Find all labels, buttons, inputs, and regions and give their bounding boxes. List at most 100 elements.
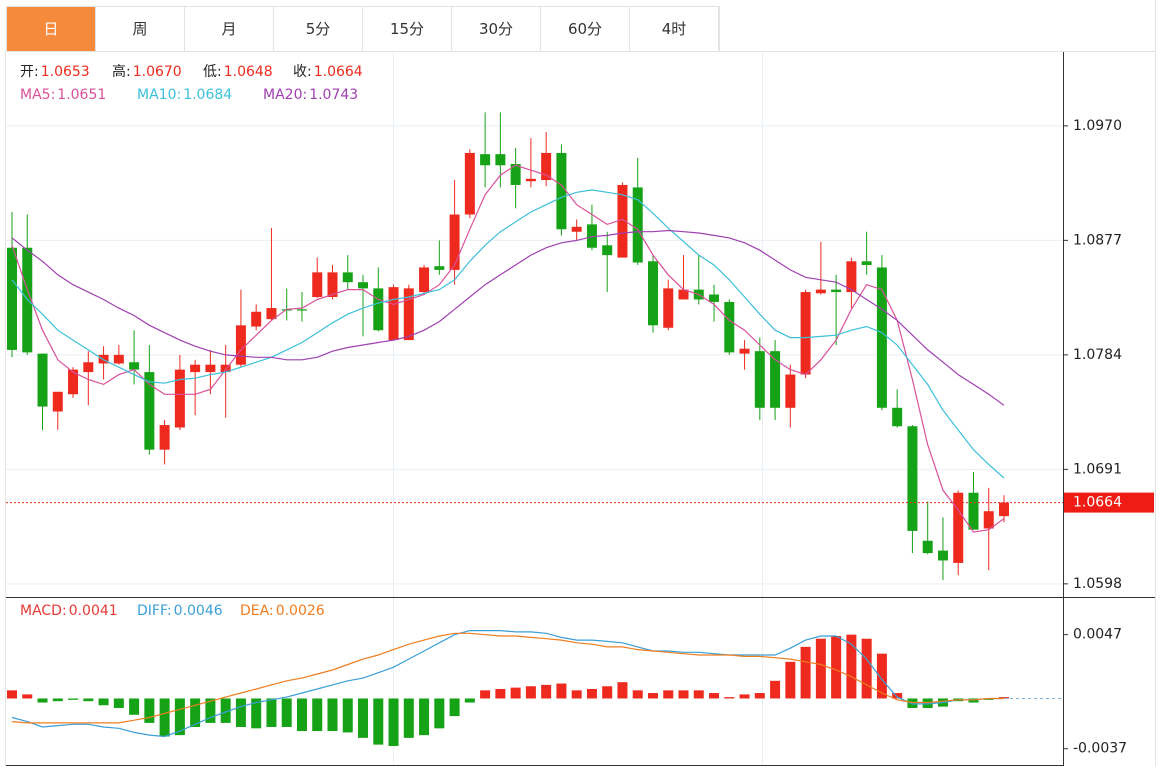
candle-body bbox=[800, 292, 811, 375]
macd-bar bbox=[754, 693, 765, 699]
macd-bar bbox=[678, 690, 689, 699]
macd-bar bbox=[235, 698, 246, 727]
macd-bar bbox=[68, 698, 79, 700]
macd-bar bbox=[205, 698, 216, 723]
macd-bar bbox=[999, 697, 1009, 699]
legend-value: 0.0026 bbox=[276, 603, 325, 619]
legend-name: 低: bbox=[203, 64, 222, 80]
period-tab[interactable]: 4时 bbox=[630, 7, 719, 51]
macd-bar bbox=[525, 686, 536, 699]
macd-bar bbox=[296, 698, 307, 732]
macd-bar bbox=[785, 661, 796, 699]
period-tabs: 日周月 5分 15分 30分 60分 4时 bbox=[6, 6, 720, 51]
macd-bar bbox=[83, 698, 94, 702]
indicator-line bbox=[11, 229, 1005, 406]
legend-value: 1.0648 bbox=[224, 64, 273, 80]
macd-panel bbox=[7, 630, 1063, 746]
candle-body bbox=[937, 550, 948, 561]
macd-bar bbox=[968, 698, 979, 703]
candle-body bbox=[602, 245, 613, 256]
candle-body bbox=[785, 374, 796, 408]
period-tab[interactable]: 30分 bbox=[452, 7, 541, 51]
macd-bar bbox=[480, 690, 491, 699]
candle-body bbox=[296, 309, 307, 311]
grid: 0.0047 -0.0037 bbox=[1063, 627, 1127, 757]
candle-body bbox=[968, 492, 979, 530]
macd-bar bbox=[7, 690, 17, 699]
candle-body bbox=[525, 178, 536, 182]
legend-name: DIFF: bbox=[137, 603, 172, 619]
legend-entry: DIFF: 0.0046 bbox=[137, 603, 223, 619]
macd-bar bbox=[495, 688, 506, 699]
macd-bar bbox=[709, 693, 720, 699]
period-tab[interactable]: 5分 bbox=[274, 7, 363, 51]
legend-entry: DEA: 0.0026 bbox=[240, 603, 325, 619]
last-price-label: 1.0664 bbox=[1073, 495, 1122, 511]
indicator-line bbox=[11, 189, 1005, 479]
macd-bar bbox=[312, 698, 323, 732]
candle-body bbox=[266, 308, 277, 320]
macd-bar bbox=[144, 698, 155, 723]
candle-body bbox=[312, 272, 323, 297]
macd-bar bbox=[464, 698, 475, 703]
candle-body bbox=[739, 348, 750, 354]
legend-value: 0.0046 bbox=[174, 603, 223, 619]
candle-body bbox=[907, 426, 918, 531]
candle-body bbox=[892, 407, 903, 427]
candle-body bbox=[403, 288, 414, 341]
legend-entry: 低: 1.0648 bbox=[203, 64, 273, 80]
candle-body bbox=[373, 288, 384, 331]
candle-body bbox=[129, 362, 140, 370]
candle-body bbox=[571, 226, 582, 232]
y-tick-label: 0.0047 bbox=[1073, 627, 1122, 643]
candle-body bbox=[831, 289, 842, 293]
macd-bar bbox=[358, 698, 369, 738]
price-panel: 1.0664 bbox=[6, 112, 1154, 581]
y-tick-label: 1.0970 bbox=[1073, 118, 1122, 134]
macd-bar bbox=[220, 698, 231, 723]
indicator-line bbox=[11, 632, 1004, 724]
candle-body bbox=[953, 492, 964, 563]
macd-bar bbox=[907, 698, 918, 708]
period-tab[interactable]: 周 bbox=[96, 7, 185, 51]
legend-entry: 开: 1.0653 bbox=[20, 64, 90, 80]
macd-bar bbox=[113, 698, 124, 708]
macd-bar bbox=[449, 698, 460, 717]
candle-body bbox=[709, 294, 720, 302]
macd-bar bbox=[98, 698, 109, 706]
candle-body bbox=[68, 369, 79, 395]
candle-body bbox=[37, 353, 48, 407]
macd-bar bbox=[922, 698, 933, 708]
period-tab[interactable]: 日 bbox=[7, 7, 96, 51]
macd-bar bbox=[983, 698, 994, 700]
legend-name: 收: bbox=[293, 64, 312, 80]
period-tab[interactable]: 60分 bbox=[541, 7, 630, 51]
macd-bar bbox=[174, 698, 185, 736]
macd-bar bbox=[129, 698, 140, 715]
candle-body bbox=[449, 214, 460, 270]
macd-bar bbox=[892, 693, 903, 699]
macd-bar bbox=[37, 698, 48, 703]
macd-bar bbox=[724, 697, 735, 699]
macd-bar bbox=[190, 698, 201, 727]
macd-bar bbox=[602, 686, 613, 699]
legend-name: MA20: bbox=[263, 87, 307, 103]
macd-bar bbox=[434, 698, 445, 729]
period-tab[interactable]: 15分 bbox=[363, 7, 452, 51]
candle-body bbox=[876, 267, 887, 408]
macd-bar bbox=[663, 690, 674, 699]
period-tab[interactable]: 月 bbox=[185, 7, 274, 51]
legend-name: MA5: bbox=[20, 87, 55, 103]
macd-bar bbox=[403, 698, 414, 738]
candle-body bbox=[510, 164, 521, 185]
macd-bar bbox=[388, 698, 399, 746]
legend-value: 1.0664 bbox=[314, 64, 363, 80]
last-price-box bbox=[1064, 492, 1154, 513]
indicator-line bbox=[11, 630, 1004, 738]
candle-body bbox=[52, 391, 63, 412]
candle-body bbox=[419, 267, 430, 293]
legend-name: MA10: bbox=[137, 87, 181, 103]
